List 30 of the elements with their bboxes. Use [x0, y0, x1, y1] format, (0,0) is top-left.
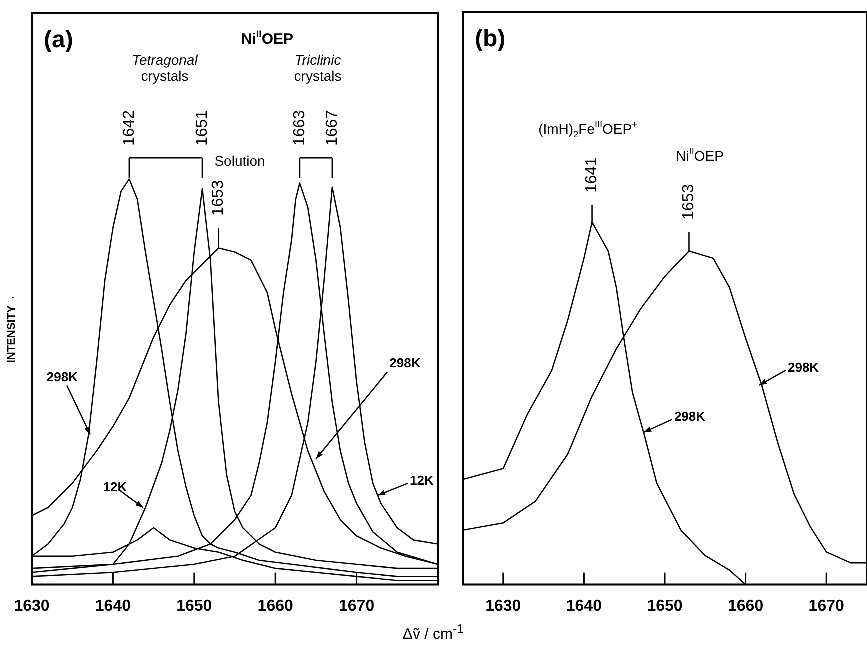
annotation: 298K: [674, 409, 706, 424]
x-tick-label: 1650: [176, 598, 212, 615]
x-tick-label: 1670: [808, 598, 844, 615]
x-tick-label: 1640: [566, 598, 602, 615]
x-tick-label: 1660: [258, 598, 294, 615]
y-axis-title: INTENSITY→: [6, 294, 18, 364]
annotation: 12K: [103, 479, 128, 494]
x-tick-label: 1660: [728, 598, 764, 615]
annotation: 1667: [324, 110, 341, 146]
annotation: 1663: [291, 110, 308, 146]
annotation: 12K: [410, 473, 434, 488]
annotation: 298K: [46, 369, 79, 384]
annotation: 1651: [194, 110, 211, 146]
annotation: 298K: [390, 356, 422, 371]
x-tick-label: 1640: [95, 598, 132, 615]
x-tick-label: 1650: [647, 598, 683, 615]
annotation: 1653: [680, 184, 698, 220]
text: Triclinic crystals: [294, 52, 342, 84]
x-tick-label: 1670: [339, 598, 375, 615]
annotation: 1653: [210, 180, 228, 216]
x-tick-label: 1630: [14, 598, 50, 615]
x-tick-label: 1630: [486, 598, 522, 615]
annotation: 1642: [120, 110, 138, 146]
annotation: 298K: [788, 360, 820, 375]
text: (a): [44, 26, 74, 54]
text: (b): [475, 26, 506, 53]
annotation: 1641: [584, 157, 601, 193]
text: Solution: [214, 152, 266, 169]
text: Tetragonal crystals: [132, 52, 199, 84]
x-axis-title: Δṽ / cm$^{-1}$: [402, 622, 466, 643]
